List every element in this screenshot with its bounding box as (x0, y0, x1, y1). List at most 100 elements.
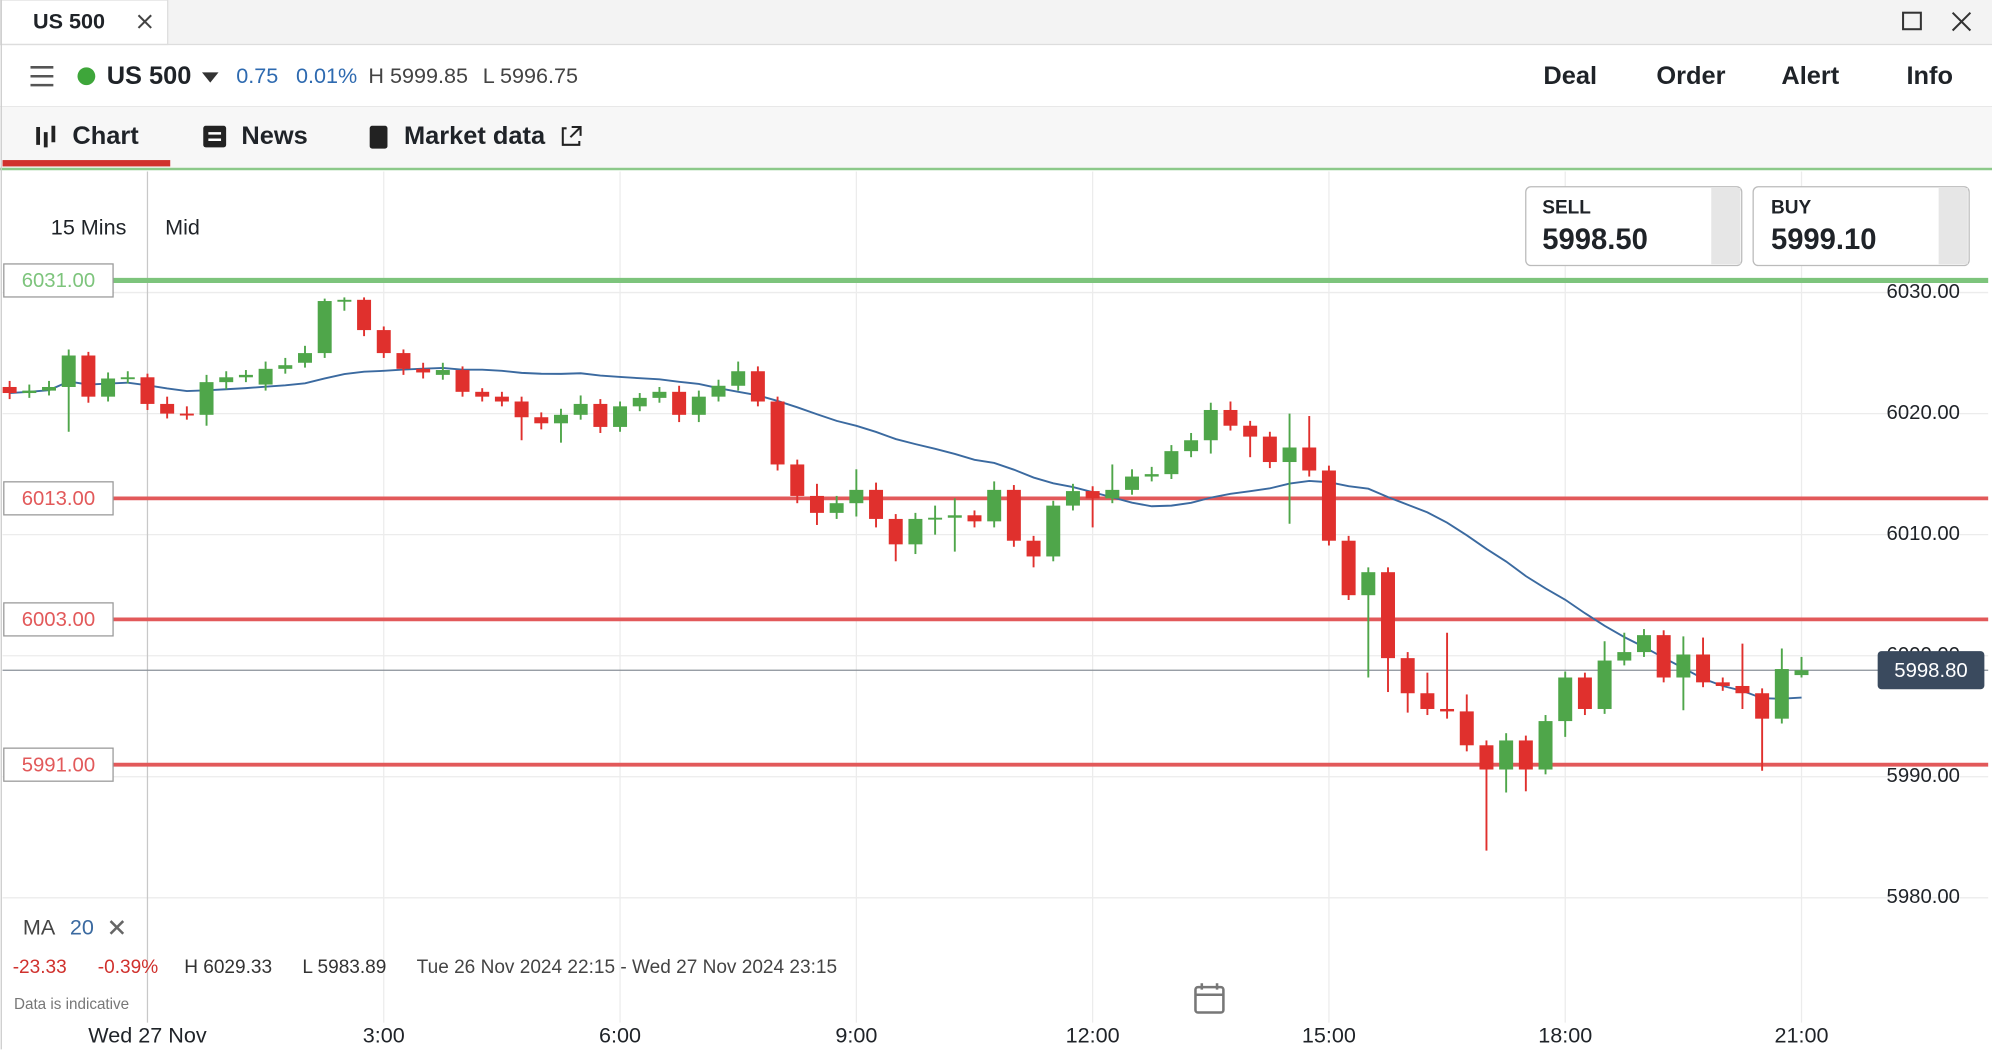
candle-body (1125, 476, 1140, 490)
candle-body (140, 377, 155, 404)
candle-body (1026, 540, 1041, 557)
sell-button[interactable] (1525, 186, 1743, 267)
x-tick-label: 15:00 (1302, 1022, 1356, 1047)
ma-period: 20 (70, 914, 94, 939)
y-tick-label: 6030.00 (1887, 281, 1960, 303)
nav-tab[interactable]: Chart (72, 122, 139, 150)
candle-body (849, 489, 864, 504)
candle-body (1282, 447, 1297, 463)
candle-body (1715, 682, 1730, 686)
level-box (3, 263, 114, 298)
stat-change: -23.33 (13, 957, 67, 978)
dropdown[interactable] (201, 72, 219, 83)
ma-line (9, 366, 1802, 700)
calendar-icon[interactable] (1194, 985, 1225, 1014)
candle-body (1006, 489, 1021, 541)
candle-body (298, 353, 312, 363)
x-tick-label: 9:00 (835, 1022, 877, 1047)
candle-body (258, 368, 273, 385)
maximize[interactable] (1902, 11, 1922, 31)
tab[interactable] (0, 0, 169, 46)
y-tick-label: 6010.00 (1887, 523, 1960, 545)
action[interactable]: Order (1656, 62, 1725, 90)
candle-body (1499, 740, 1514, 770)
note: Data is indicative (14, 996, 129, 1013)
menu[interactable] (30, 66, 54, 87)
tab-close[interactable] (137, 14, 152, 29)
y-tick-label: 6020.00 (1887, 402, 1960, 424)
price-type[interactable]: Mid (165, 214, 200, 239)
candle-body (1696, 654, 1711, 683)
candle-body (1203, 409, 1218, 441)
sell-price: 5998.50 (1542, 224, 1648, 256)
stat-high: H 6029.33 (184, 957, 272, 978)
candle-body (1538, 721, 1553, 770)
candle-body (613, 406, 628, 427)
candle-body (593, 403, 608, 427)
ma-remove[interactable] (109, 920, 125, 935)
plot (2, 277, 1989, 851)
interval[interactable]: 15 Mins (51, 214, 127, 239)
y-tick-label: 5990.00 (1887, 765, 1960, 787)
level-box (3, 602, 114, 637)
close[interactable] (1951, 11, 1972, 32)
candle-body (672, 391, 687, 415)
candle-body (435, 370, 450, 375)
candle-body (455, 370, 470, 392)
candle-body (1794, 670, 1809, 676)
sell-side (1711, 188, 1741, 265)
current-price-badge (1877, 651, 1985, 690)
x-tick-label: 18:00 (1538, 1022, 1592, 1047)
candle-body (514, 401, 529, 418)
candle-body (1755, 693, 1770, 719)
candle-body (199, 382, 214, 415)
candle-body (1341, 540, 1356, 596)
candle-body (1637, 635, 1651, 653)
action[interactable]: Info (1906, 62, 1953, 90)
candle-body (1262, 436, 1277, 463)
buy-label: BUY (1771, 197, 1812, 218)
action[interactable]: Alert (1781, 62, 1839, 90)
candle-body (101, 378, 116, 397)
x-tick-label: 12:00 (1066, 1022, 1120, 1047)
overlay: 5980.005990.006000.006010.006020.006030.… (3, 263, 1985, 1047)
candle-body (534, 417, 549, 424)
candle-body (22, 390, 37, 394)
candle-body (81, 355, 96, 397)
candle-body (731, 371, 746, 386)
candle-body (1065, 491, 1080, 506)
nav-tab[interactable]: News (241, 122, 307, 150)
stat-change-pct: -0.39% (98, 957, 158, 978)
candle-body (790, 464, 805, 496)
candle-body (179, 413, 194, 416)
level-label: 6003.00 (22, 609, 95, 631)
candle-body (1558, 677, 1573, 722)
candle-body (1459, 711, 1474, 746)
x-tick-label: 6:00 (599, 1022, 641, 1047)
action[interactable]: Deal (1543, 62, 1597, 90)
instrument[interactable]: US 500 (107, 62, 192, 90)
change: 0.75 (236, 63, 278, 88)
ma-label: MA (23, 914, 56, 939)
nav-tab[interactable]: Market data (404, 122, 546, 150)
active-underline (2, 160, 171, 167)
candle-body (219, 377, 234, 383)
candle-body (632, 397, 647, 407)
candle-body (416, 368, 431, 373)
candle-body (829, 503, 844, 513)
candle-body (1046, 505, 1061, 557)
candle-body (1321, 470, 1336, 541)
candle-body (1302, 447, 1317, 471)
x-tick-label: 21:00 (1775, 1022, 1829, 1047)
candle-body (357, 299, 372, 331)
candle-body (869, 489, 884, 519)
buy-button[interactable] (1752, 186, 1970, 267)
level-box (3, 747, 114, 782)
candle-body (317, 301, 332, 354)
low: L 5996.75 (483, 63, 578, 88)
calendar-icon-lines (1195, 983, 1224, 997)
candle-body (1479, 745, 1494, 770)
candle-body (61, 355, 76, 387)
candle-body (1735, 685, 1750, 694)
